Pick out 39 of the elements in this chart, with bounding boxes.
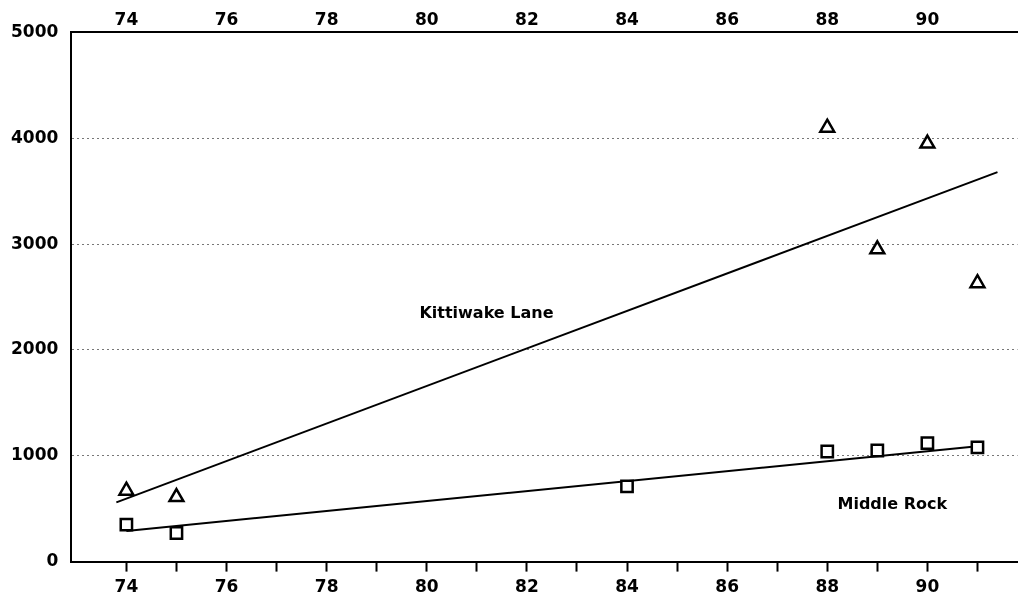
y-tick-label: 3000	[10, 232, 59, 253]
point	[118, 481, 135, 496]
x2-tick-label: 78	[314, 576, 339, 597]
x2-tick-label: 84	[615, 576, 639, 597]
x2-tick-label: 86	[715, 576, 739, 597]
x2-tick-label: 90	[915, 576, 940, 597]
x-tick-label: 78	[314, 8, 339, 29]
series-label: Kittiwake Lane	[419, 302, 554, 322]
x-tick-label: 84	[615, 8, 639, 29]
point	[119, 517, 134, 532]
y-tick-label: 0	[46, 550, 59, 571]
x-tick-label: 80	[414, 8, 439, 29]
point	[969, 273, 986, 289]
point	[870, 443, 885, 458]
text: Middle Rock	[837, 493, 948, 513]
point	[168, 487, 185, 503]
y-tick-label: 4000	[10, 126, 59, 147]
point	[919, 134, 936, 149]
x-tick-label: 82	[515, 8, 539, 29]
point	[869, 240, 886, 255]
x2-tick-label: 82	[515, 576, 539, 597]
y-tick-label: 5000	[10, 20, 59, 41]
point	[620, 479, 634, 494]
point	[970, 440, 985, 455]
point	[920, 436, 935, 450]
x-tick-label: 74	[114, 8, 139, 29]
x-tick-label: 88	[815, 8, 840, 29]
x2-tick-label: 80	[414, 576, 439, 597]
y-tick-label: 2000	[10, 338, 59, 359]
point	[819, 118, 836, 133]
point	[820, 444, 835, 459]
x-tick-label: 86	[715, 8, 739, 29]
x2-tick-label: 88	[815, 576, 840, 597]
x2-tick-label: 74	[114, 576, 139, 597]
x-tick-label: 90	[915, 8, 940, 29]
y-tick-label: 1000	[10, 444, 59, 465]
x2-tick-label: 76	[214, 576, 239, 597]
point	[169, 526, 184, 540]
x-tick-label: 76	[214, 8, 239, 29]
